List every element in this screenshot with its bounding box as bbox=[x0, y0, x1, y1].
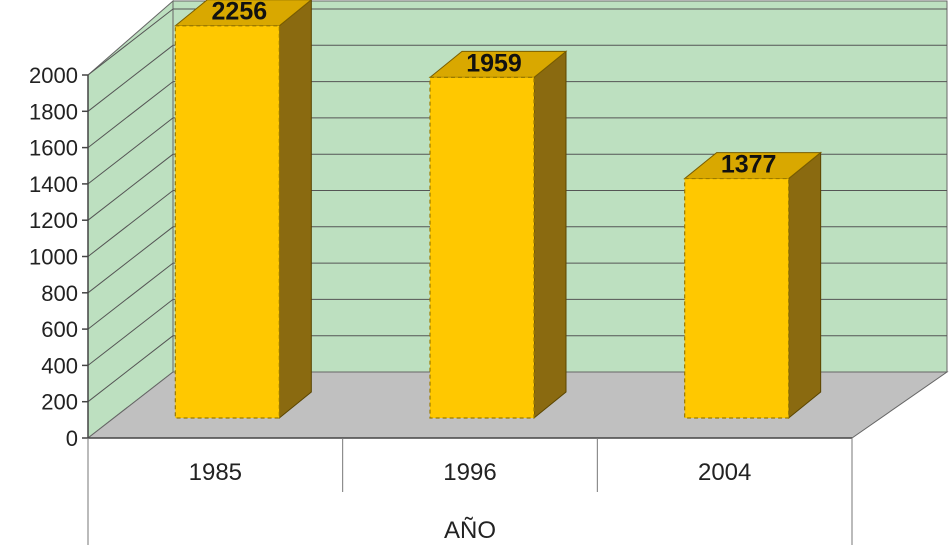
gridline-side bbox=[87, 262, 174, 330]
bars: 2256 1959 1377 bbox=[173, 0, 823, 420]
chart-left-wall bbox=[87, 0, 174, 440]
bar-side bbox=[278, 0, 312, 420]
bar-data-label: 1377 bbox=[721, 151, 777, 179]
y-tick-label: 1800 bbox=[29, 99, 78, 124]
y-tick-label: 1400 bbox=[29, 172, 78, 197]
y-tick-label: 600 bbox=[41, 317, 78, 342]
y-tick-label: 800 bbox=[41, 281, 78, 306]
y-axis-ticks: 0 200 400 600 800 1000 1200 1400 1600 1800 2000 bbox=[29, 63, 88, 451]
y-tick-label: 2000 bbox=[29, 63, 78, 88]
x-tick-label: 1985 bbox=[189, 459, 242, 486]
gridline-side bbox=[87, 8, 174, 76]
gridline-side bbox=[87, 190, 174, 257]
y-tick-label: 1000 bbox=[29, 245, 78, 270]
x-tick-label: 2004 bbox=[698, 459, 751, 486]
gridline-side bbox=[87, 81, 174, 148]
y-tick-label: 0 bbox=[66, 426, 78, 451]
gridline-side bbox=[87, 226, 174, 294]
bar-side bbox=[533, 50, 567, 420]
y-tick-label: 1600 bbox=[29, 136, 78, 161]
y-tick-label: 400 bbox=[41, 353, 78, 378]
bar-front bbox=[174, 25, 280, 419]
bar-data-label: 2256 bbox=[212, 0, 268, 26]
gridline-side bbox=[87, 335, 174, 403]
y-tick-label: 1200 bbox=[29, 208, 78, 233]
bar-front bbox=[684, 177, 790, 419]
bar: 1959 bbox=[428, 49, 568, 420]
bar: 1377 bbox=[683, 151, 823, 420]
bar: 2256 bbox=[173, 0, 312, 420]
gridline-side bbox=[87, 44, 174, 112]
x-axis-title: AÑO bbox=[444, 517, 496, 544]
gridline-side bbox=[87, 153, 174, 221]
y-tick-label: 200 bbox=[41, 390, 78, 415]
bar-front bbox=[429, 76, 535, 419]
gridline-side bbox=[87, 117, 174, 185]
bar-data-label: 1959 bbox=[466, 49, 522, 77]
gridline-side bbox=[87, 299, 174, 366]
x-axis-categories: 1985 1996 2004 bbox=[87, 438, 853, 545]
x-tick-label: 1996 bbox=[443, 459, 496, 486]
bar-side bbox=[788, 151, 822, 420]
